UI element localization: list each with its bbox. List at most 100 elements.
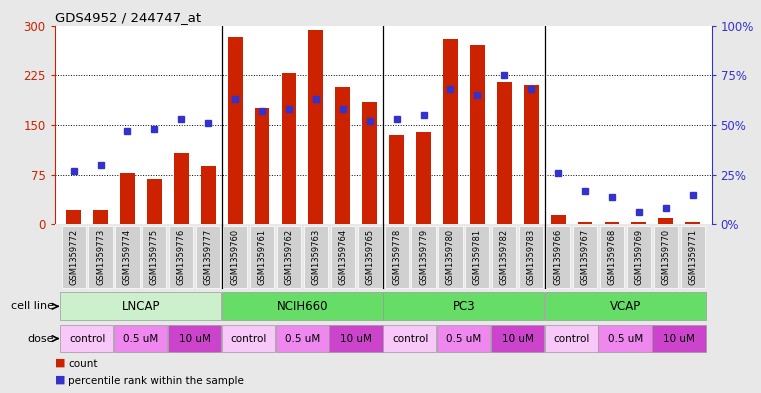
Text: NCIH660: NCIH660 — [277, 300, 328, 313]
Bar — [384, 292, 544, 320]
Bar — [330, 325, 383, 353]
Text: GSM1359762: GSM1359762 — [285, 229, 294, 285]
Text: GSM1359763: GSM1359763 — [311, 229, 320, 285]
Bar — [221, 325, 275, 353]
Bar — [223, 226, 247, 288]
Bar — [60, 292, 221, 320]
Text: control: control — [231, 334, 267, 343]
Bar — [277, 226, 301, 288]
Bar — [658, 218, 673, 224]
Bar — [412, 226, 435, 288]
Bar — [519, 226, 543, 288]
Text: control: control — [553, 334, 590, 343]
Bar — [492, 226, 517, 288]
Bar — [116, 226, 139, 288]
Bar — [331, 226, 355, 288]
Bar — [255, 108, 269, 224]
Bar — [443, 39, 458, 224]
Text: percentile rank within the sample: percentile rank within the sample — [68, 376, 244, 386]
Bar — [228, 37, 243, 224]
Text: 0.5 uM: 0.5 uM — [608, 334, 643, 343]
Bar — [336, 86, 350, 224]
Text: ■: ■ — [55, 375, 65, 385]
Text: 10 uM: 10 uM — [179, 334, 211, 343]
Bar — [627, 226, 651, 288]
Text: 10 uM: 10 uM — [501, 334, 533, 343]
Text: control: control — [69, 334, 105, 343]
Text: GDS4952 / 244747_at: GDS4952 / 244747_at — [55, 11, 201, 24]
Bar — [389, 135, 404, 224]
Text: GSM1359781: GSM1359781 — [473, 229, 482, 285]
Text: GSM1359777: GSM1359777 — [204, 229, 213, 285]
Bar — [308, 30, 323, 224]
Text: PC3: PC3 — [453, 300, 475, 313]
Bar — [438, 226, 463, 288]
Text: count: count — [68, 359, 98, 369]
Bar — [491, 325, 544, 353]
Bar — [142, 226, 167, 288]
Bar — [221, 292, 383, 320]
Bar — [196, 226, 221, 288]
Bar — [416, 132, 431, 224]
Text: GSM1359778: GSM1359778 — [392, 229, 401, 285]
Text: VCAP: VCAP — [610, 300, 641, 313]
Bar — [470, 46, 485, 224]
Text: 0.5 uM: 0.5 uM — [285, 334, 320, 343]
Bar — [604, 222, 619, 224]
Bar — [147, 179, 162, 224]
Text: GSM1359782: GSM1359782 — [500, 229, 509, 285]
Bar — [66, 210, 81, 224]
Text: GSM1359766: GSM1359766 — [553, 229, 562, 285]
Text: GSM1359774: GSM1359774 — [123, 229, 132, 285]
Bar — [114, 325, 167, 353]
Bar — [93, 210, 108, 224]
Text: GSM1359765: GSM1359765 — [365, 229, 374, 285]
Bar — [358, 226, 382, 288]
Bar — [545, 325, 598, 353]
Text: GSM1359760: GSM1359760 — [231, 229, 240, 285]
Text: 0.5 uM: 0.5 uM — [446, 334, 482, 343]
Bar — [686, 222, 700, 224]
Bar — [275, 325, 329, 353]
Text: GSM1359769: GSM1359769 — [635, 229, 643, 285]
Bar — [524, 85, 539, 224]
Text: GSM1359776: GSM1359776 — [177, 229, 186, 285]
Text: ■: ■ — [55, 358, 65, 367]
Text: dose: dose — [27, 334, 54, 343]
Text: GSM1359775: GSM1359775 — [150, 229, 159, 285]
Bar — [573, 226, 597, 288]
Bar — [169, 226, 193, 288]
Bar — [598, 325, 651, 353]
Bar — [546, 226, 570, 288]
Bar — [62, 226, 86, 288]
Text: 10 uM: 10 uM — [664, 334, 696, 343]
Text: GSM1359761: GSM1359761 — [257, 229, 266, 285]
Text: control: control — [392, 334, 428, 343]
Bar — [652, 325, 705, 353]
Text: GSM1359771: GSM1359771 — [688, 229, 697, 285]
Bar — [545, 292, 705, 320]
Text: GSM1359768: GSM1359768 — [607, 229, 616, 285]
Bar — [551, 215, 565, 224]
Bar — [384, 226, 409, 288]
Text: cell line: cell line — [11, 301, 54, 311]
Bar — [654, 226, 678, 288]
Text: GSM1359780: GSM1359780 — [446, 229, 455, 285]
Bar — [465, 226, 489, 288]
Bar — [680, 226, 705, 288]
Bar — [362, 102, 377, 224]
Bar — [384, 325, 437, 353]
Bar — [600, 226, 624, 288]
Text: GSM1359773: GSM1359773 — [96, 229, 105, 285]
Bar — [578, 222, 592, 224]
Bar — [437, 325, 490, 353]
Bar — [120, 173, 135, 224]
Text: GSM1359772: GSM1359772 — [69, 229, 78, 285]
Bar — [282, 73, 296, 224]
Text: GSM1359779: GSM1359779 — [419, 229, 428, 285]
Bar — [497, 82, 511, 224]
Text: GSM1359770: GSM1359770 — [661, 229, 670, 285]
Text: GSM1359783: GSM1359783 — [527, 229, 536, 285]
Text: GSM1359764: GSM1359764 — [339, 229, 347, 285]
Bar — [632, 222, 646, 224]
